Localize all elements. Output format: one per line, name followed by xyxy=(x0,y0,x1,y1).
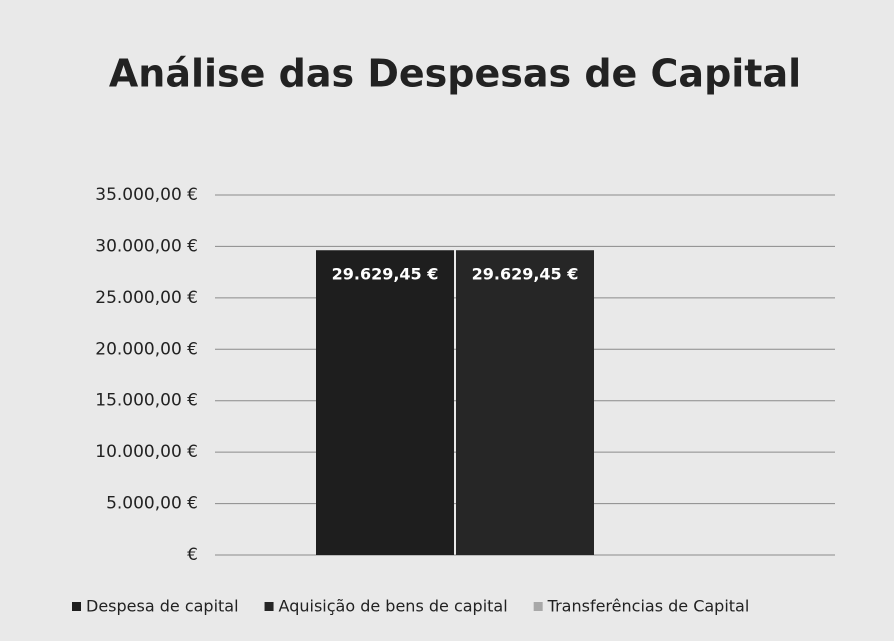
legend-marker xyxy=(533,602,543,611)
y-tick-label: 25.000,00 € xyxy=(95,288,198,308)
legend-label: Transferências de Capital xyxy=(547,597,750,616)
y-tick-label: 5.000,00 € xyxy=(106,494,198,514)
data-label: 29.629,45 € xyxy=(472,265,579,284)
bar xyxy=(456,250,594,556)
legend-marker xyxy=(72,602,81,611)
legend-label: Despesa de capital xyxy=(86,597,239,616)
data-label: 29.629,45 € xyxy=(332,265,439,284)
y-tick-label: 20.000,00 € xyxy=(95,339,198,359)
y-tick-label: 30.000,00 € xyxy=(95,236,198,256)
legend-marker xyxy=(264,602,274,611)
bar xyxy=(316,250,454,556)
chart-title: Análise das Despesas de Capital xyxy=(109,52,801,96)
y-tick-label: 10.000,00 € xyxy=(95,442,198,462)
y-tick-label: 15.000,00 € xyxy=(95,391,198,411)
legend-label: Aquisição de bens de capital xyxy=(279,597,508,616)
y-tick-label: € xyxy=(187,545,198,565)
y-tick-label: 35.000,00 € xyxy=(95,185,198,205)
